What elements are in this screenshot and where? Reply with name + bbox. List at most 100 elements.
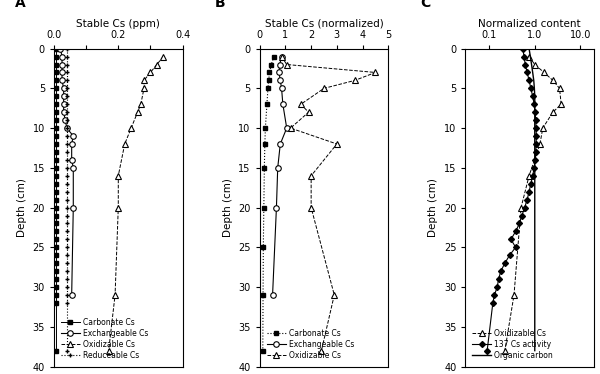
Exchangeable Cs (70, 134, 77, 138)
Carbonate Cs (52, 166, 59, 170)
Carbonate Cs (270, 54, 277, 59)
Y-axis label: Depth (cm): Depth (cm) (223, 178, 233, 237)
Carbonate Cs (260, 245, 267, 249)
Reduceable Cs (63, 174, 70, 178)
Oxidizable Cs (501, 349, 508, 353)
Carbonate Cs (52, 134, 59, 138)
Oxidizable Cs (160, 54, 167, 59)
137 Cs activity (526, 190, 533, 194)
Y-axis label: Depth (cm): Depth (cm) (17, 178, 27, 237)
Exchangeable Cs (279, 102, 286, 107)
Reduceable Cs (63, 269, 70, 273)
Carbonate Cs (260, 205, 268, 210)
137 Cs activity (516, 221, 523, 226)
Oxidizable Cs (283, 62, 290, 67)
Carbonate Cs (52, 237, 59, 242)
137 Cs activity (495, 277, 502, 281)
Oxidizable Cs (526, 54, 533, 59)
Carbonate Cs (52, 142, 59, 146)
Oxidizable Cs (128, 126, 135, 131)
Legend: Carbonate Cs, Exchangeable Cs, Oxidizable Cs, Reduceable Cs: Carbonate Cs, Exchangeable Cs, Oxidizabl… (58, 315, 151, 363)
Organic carbon (531, 126, 538, 131)
137 Cs activity (520, 54, 527, 59)
137 Cs activity (506, 253, 513, 257)
137 Cs activity (529, 174, 536, 178)
Carbonate Cs (268, 62, 275, 67)
137 Cs activity (530, 166, 538, 170)
Carbonate Cs (265, 86, 272, 91)
Carbonate Cs (52, 181, 59, 186)
Reduceable Cs (63, 190, 70, 194)
Exchangeable Cs (62, 118, 69, 122)
Reduceable Cs (63, 229, 70, 234)
Carbonate Cs (52, 277, 59, 281)
Exchangeable Cs (283, 126, 290, 131)
Exchangeable Cs (68, 293, 75, 297)
Reduceable Cs (63, 245, 70, 249)
Exchangeable Cs (277, 78, 284, 83)
Carbonate Cs (265, 78, 272, 83)
Oxidizable Cs (115, 174, 122, 178)
Carbonate Cs (52, 86, 59, 91)
Oxidizable Cs (536, 142, 544, 146)
Carbonate Cs (52, 62, 59, 67)
Line: Oxidizable Cs: Oxidizable Cs (502, 53, 565, 354)
Exchangeable Cs (68, 142, 75, 146)
Exchangeable Cs (58, 62, 65, 67)
Reduceable Cs (63, 94, 70, 99)
Exchangeable Cs (58, 70, 65, 75)
Oxidizable Cs (278, 54, 285, 59)
137 Cs activity (484, 349, 491, 353)
Line: Exchangeable Cs: Exchangeable Cs (58, 46, 76, 298)
Exchangeable Cs (70, 205, 77, 210)
Reduceable Cs (63, 205, 70, 210)
Legend: Carbonate Cs, Exchangeable Cs, Oxidizable Cs: Carbonate Cs, Exchangeable Cs, Oxidizabl… (263, 326, 357, 363)
Line: Oxidizable Cs: Oxidizable Cs (105, 53, 167, 354)
Carbonate Cs (52, 301, 59, 305)
137 Cs activity (522, 62, 529, 67)
Oxidizable Cs (531, 62, 538, 67)
Organic carbon (529, 70, 536, 75)
Oxidizable Cs (556, 86, 563, 91)
137 Cs activity (491, 293, 498, 297)
Line: Oxidizable Cs: Oxidizable Cs (278, 53, 379, 354)
Carbonate Cs (266, 70, 273, 75)
X-axis label: Stable Cs (ppm): Stable Cs (ppm) (76, 19, 160, 29)
Oxidizable Cs (351, 78, 358, 83)
137 Cs activity (494, 285, 501, 289)
Carbonate Cs (52, 158, 59, 162)
Reduceable Cs (63, 150, 70, 154)
Oxidizable Cs (115, 205, 122, 210)
Carbonate Cs (261, 142, 268, 146)
Reduceable Cs (63, 134, 70, 138)
Organic carbon (531, 86, 538, 91)
137 Cs activity (508, 237, 515, 242)
Oxidizable Cs (305, 110, 312, 114)
Line: Organic carbon: Organic carbon (529, 49, 535, 351)
Carbonate Cs (52, 293, 59, 297)
Oxidizable Cs (557, 102, 565, 107)
Reduceable Cs (63, 253, 70, 257)
137 Cs activity (524, 70, 531, 75)
Organic carbon (531, 134, 538, 138)
Carbonate Cs (259, 349, 266, 353)
Carbonate Cs (52, 150, 59, 154)
Oxidizable Cs (517, 205, 524, 210)
137 Cs activity (512, 245, 519, 249)
Reduceable Cs (63, 102, 70, 107)
Organic carbon (531, 349, 538, 353)
Oxidizable Cs (372, 70, 379, 75)
Organic carbon (528, 62, 535, 67)
Oxidizable Cs (287, 126, 294, 131)
137 Cs activity (489, 301, 496, 305)
Legend: Oxidizable Cs, 137 Cs activity, Organic carbon: Oxidizable Cs, 137 Cs activity, Organic … (469, 326, 556, 363)
Reduceable Cs (63, 181, 70, 186)
Text: A: A (16, 0, 26, 10)
Exchangeable Cs (278, 86, 285, 91)
Reduceable Cs (63, 126, 70, 131)
Oxidizable Cs (308, 174, 315, 178)
Organic carbon (531, 150, 538, 154)
Exchangeable Cs (278, 54, 285, 59)
Oxidizable Cs (121, 142, 128, 146)
Line: Carbonate Cs: Carbonate Cs (261, 55, 276, 353)
